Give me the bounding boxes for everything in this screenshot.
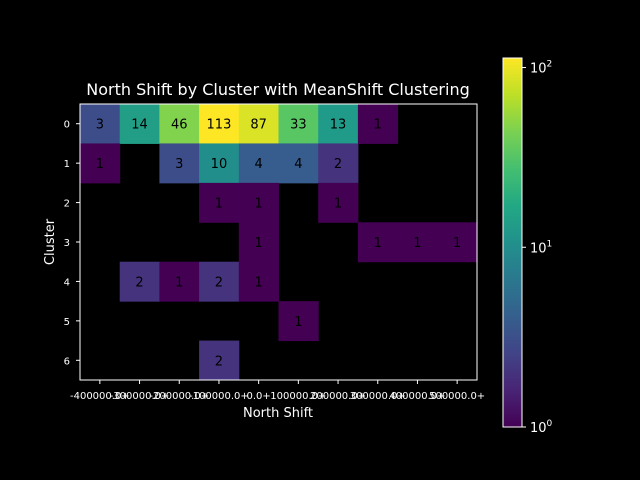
cell-value-label: 33 [290, 118, 307, 133]
heatmap-cell [119, 261, 160, 302]
colorbar-gradient [503, 58, 522, 427]
heatmap-cell [199, 340, 240, 381]
cell-value-label: 14 [131, 118, 148, 133]
heatmap-cell [397, 222, 438, 263]
cell-value-label: 113 [207, 118, 232, 133]
x-tick-label: -100000.0+ [189, 391, 249, 402]
y-tick-label: 3 [64, 238, 70, 249]
colorbar: 100 101 102 [502, 57, 553, 436]
heatmap-cell [357, 104, 399, 144]
cell-value-label: 4 [294, 157, 302, 172]
heatmap-cell [238, 143, 279, 184]
cell-value-label: 1 [255, 275, 263, 290]
y-axis-ticks: 0 1 2 3 4 5 6 [64, 120, 80, 367]
cell-annotations: 3 14 46 113 87 33 13 11 3 10 4 4 21 1 11 1 1 12 1 2 112 [96, 118, 462, 370]
heatmap-cell [199, 261, 240, 302]
y-tick-label: 4 [64, 277, 70, 288]
cell-value-label: 1 [96, 157, 104, 172]
cell-value-label: 2 [135, 275, 143, 290]
cell-value-label: 2 [334, 157, 342, 172]
heatmap-cell [238, 222, 279, 263]
heatmap-cell [357, 222, 399, 263]
cell-value-label: 1 [294, 315, 302, 330]
colorbar-tick-label: 101 [530, 239, 552, 256]
heatmap-cell [278, 104, 319, 144]
y-axis-label: Cluster [43, 218, 58, 265]
cell-value-label: 10 [211, 157, 228, 172]
heatmap-cell [278, 143, 319, 184]
chart-title: North Shift by Cluster with MeanShift Cl… [86, 80, 469, 99]
x-axis-ticks: -400000.0+-300000.0+-200000.0+-100000.0+… [70, 380, 485, 402]
heatmap-cell [199, 143, 240, 184]
cell-value-label: 3 [175, 157, 183, 172]
y-tick-label: 0 [64, 120, 70, 131]
x-tick-label: 0.0+ [247, 391, 271, 402]
x-tick-label: 500000.0+ [429, 391, 485, 402]
heatmap-cell [318, 104, 359, 144]
cell-value-label: 13 [330, 118, 347, 133]
x-axis-label: North Shift [243, 406, 313, 421]
heatmap-cell [159, 104, 200, 144]
x-tick-label: 100000.0+ [270, 391, 326, 402]
cell-value-label: 1 [175, 275, 183, 290]
y-tick-label: 6 [64, 356, 70, 367]
heatmap-cell [318, 182, 359, 223]
x-tick-label: -200000.0+ [149, 391, 209, 402]
cell-value-label: 1 [255, 236, 263, 251]
cell-value-label: 2 [215, 275, 223, 290]
heatmap-cell [278, 301, 319, 342]
cell-value-label: 46 [171, 118, 188, 133]
x-tick-label: 200000.0+ [310, 391, 366, 402]
heatmap-cell [238, 104, 279, 144]
colorbar-tick-label: 102 [530, 60, 552, 77]
cell-value-label: 1 [413, 236, 421, 251]
heatmap-cell [80, 104, 121, 144]
heatmap-cell [159, 143, 200, 184]
heatmap-cells [80, 104, 478, 381]
heatmap-cell [437, 222, 478, 263]
cell-value-label: 1 [255, 197, 263, 212]
y-tick-label: 5 [64, 317, 70, 328]
heatmap-cell [318, 143, 359, 184]
heatmap-cell [238, 261, 279, 302]
colorbar-frame [502, 57, 523, 428]
cell-value-label: 1 [453, 236, 461, 251]
heatmap-cell [199, 182, 240, 223]
heatmap-cell [119, 104, 160, 144]
heatmap-cell [199, 104, 240, 144]
cell-value-label: 1 [374, 118, 382, 133]
cell-value-label: 1 [374, 236, 382, 251]
heatmap-cell [238, 182, 279, 223]
colorbar-ticks: 100 101 102 [522, 60, 553, 436]
x-tick-label: 400000.0+ [389, 391, 445, 402]
cell-value-label: 4 [255, 157, 263, 172]
heatmap-cell [159, 261, 200, 302]
cell-value-label: 2 [215, 354, 223, 369]
y-tick-label: 2 [64, 199, 70, 210]
cell-value-label: 87 [250, 118, 267, 133]
x-tick-label: 300000.0+ [350, 391, 406, 402]
colorbar-tick-label: 100 [530, 419, 553, 436]
heatmap-cell [80, 143, 121, 184]
y-tick-label: 1 [64, 159, 70, 170]
x-tick-label: -400000.0+ [70, 391, 130, 402]
cell-value-label: 3 [96, 118, 104, 133]
cell-value-label: 1 [334, 197, 342, 212]
cell-value-label: 1 [215, 197, 223, 212]
x-tick-label: -300000.0+ [110, 391, 170, 402]
